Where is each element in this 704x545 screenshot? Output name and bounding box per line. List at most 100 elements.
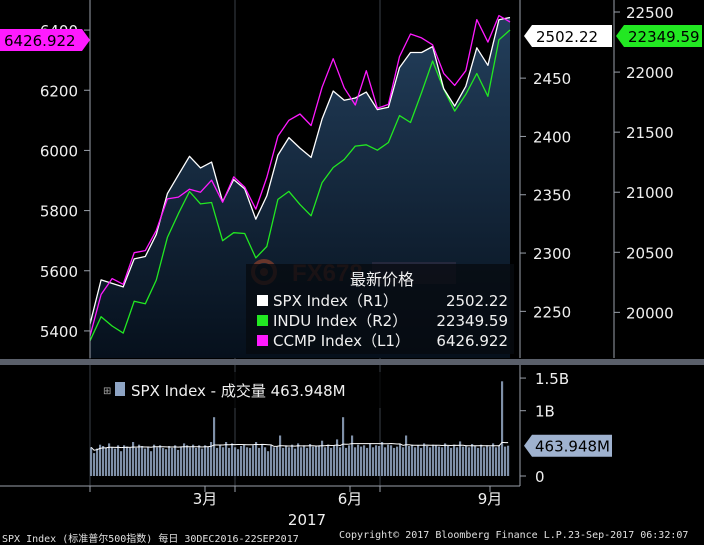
volume-bar [132, 442, 135, 476]
volume-bar [279, 435, 282, 476]
volume-bar [195, 447, 198, 476]
volume-bar [96, 448, 99, 476]
volume-bar [288, 447, 291, 476]
indu-axis-tick-label: 22500 [626, 4, 674, 22]
volume-bar [141, 446, 144, 476]
volume-average-line [90, 441, 509, 451]
x-axis-tick-label: 6月 [338, 490, 363, 508]
spx-axis-tick-label: 2450 [533, 70, 571, 88]
volume-bar [375, 445, 378, 476]
volume-bar [306, 447, 309, 476]
volume-bar [261, 444, 264, 476]
volume-bar [408, 446, 411, 476]
volume-bar [402, 447, 405, 476]
volume-bar [426, 446, 429, 476]
volume-bar [483, 447, 486, 476]
volume-bar [399, 444, 402, 476]
ccmp-legend-value: 6426.922 [436, 332, 508, 350]
volume-bar [444, 443, 447, 476]
ccmp-last-value-tag-shape [0, 29, 90, 51]
volume-bar [312, 446, 315, 476]
volume-bar [495, 447, 498, 476]
volume-bar [192, 444, 195, 476]
volume-bar [333, 445, 336, 476]
volume-bar [453, 444, 456, 476]
volume-bar [138, 444, 141, 476]
volume-bar [450, 447, 453, 476]
volume-bar [321, 440, 324, 476]
volume-bar [387, 444, 390, 476]
volume-bar [135, 447, 138, 476]
spx-axis-tick-label: 2250 [533, 303, 571, 321]
volume-panel: 0 1B 1.5B ⊞ SPX Index - 成交量 463.948M 463.9… [90, 365, 612, 486]
volume-bar [348, 445, 351, 476]
volume-bar [234, 447, 237, 476]
volume-bar [489, 446, 492, 476]
volume-bar [309, 444, 312, 476]
left-axis-tick-label: 5400 [40, 323, 78, 341]
spx-legend-value: 2502.22 [446, 292, 508, 310]
volume-bar [363, 445, 366, 476]
volume-bar [114, 448, 117, 476]
volume-bar [144, 448, 147, 476]
volume-bar [150, 451, 153, 476]
right-axis-spx: 2250 2300 2350 2400 2450 [519, 0, 571, 358]
volume-bar [459, 441, 462, 476]
volume-bar [147, 447, 150, 476]
volume-bar [171, 447, 174, 476]
right-axis-indu: 20000 20500 21000 21500 22000 22500 [613, 0, 674, 358]
left-axis-ccmp: 540056005800600062006400 [40, 0, 91, 358]
x-axis-tick-label: 9月 [478, 490, 503, 508]
volume-axis-tick-label: 0 [535, 468, 545, 486]
ccmp-last-value-tag: 6426.922 [4, 32, 76, 50]
volume-bar [201, 448, 204, 476]
volume-bar [372, 447, 375, 476]
volume-bar [246, 447, 249, 476]
volume-bar [486, 445, 489, 476]
volume-bar [429, 447, 432, 476]
volume-bar [204, 445, 207, 476]
footer-copyright: Copyright© 2017 Bloomberg Finance L.P. [339, 530, 568, 541]
volume-bar [420, 447, 423, 476]
volume-bar [126, 446, 129, 476]
volume-bar [120, 451, 123, 476]
left-axis-tick-label: 5800 [40, 203, 78, 221]
legend-title: 最新价格 [350, 270, 414, 289]
left-axis-tick-label: 6000 [40, 142, 78, 160]
volume-bar [381, 442, 384, 476]
volume-bar [222, 447, 225, 476]
volume-axis: 0 1B 1.5B [519, 365, 569, 486]
volume-bar [237, 449, 240, 476]
indu-legend-value: 22349.59 [436, 312, 508, 330]
volume-bar [384, 447, 387, 476]
indu-series-line [90, 29, 511, 342]
panel-divider [0, 359, 704, 365]
svg-text:⊞: ⊞ [103, 386, 111, 397]
volume-bar [339, 447, 342, 476]
volume-bar [303, 445, 306, 476]
volume-axis-tick-label: 1B [535, 403, 555, 421]
volume-legend-swatch [115, 382, 125, 396]
volume-bar [186, 445, 189, 476]
volume-bar [432, 444, 435, 476]
volume-bar [414, 447, 417, 476]
volume-bar [441, 447, 444, 476]
indu-axis-tick-label: 21500 [626, 124, 674, 142]
left-axis-tick-label: 5600 [40, 263, 78, 281]
x-axis-tick-label: 3月 [193, 490, 218, 508]
volume-bar [219, 445, 222, 476]
spx-last-value-tag: 2502.22 [536, 28, 598, 46]
volume-bar [492, 443, 495, 476]
volume-last-value-tag: 463.948M [535, 438, 610, 456]
volume-bar [183, 443, 186, 476]
volume-bar [342, 417, 345, 476]
volume-bar [156, 447, 159, 476]
volume-bar [378, 446, 381, 476]
indu-last-value-tag: 22349.59 [628, 28, 700, 46]
volume-bar [168, 446, 171, 476]
volume-bar [474, 446, 477, 476]
volume-bar [345, 447, 348, 476]
volume-bar [102, 446, 105, 476]
volume-bar [264, 447, 267, 476]
